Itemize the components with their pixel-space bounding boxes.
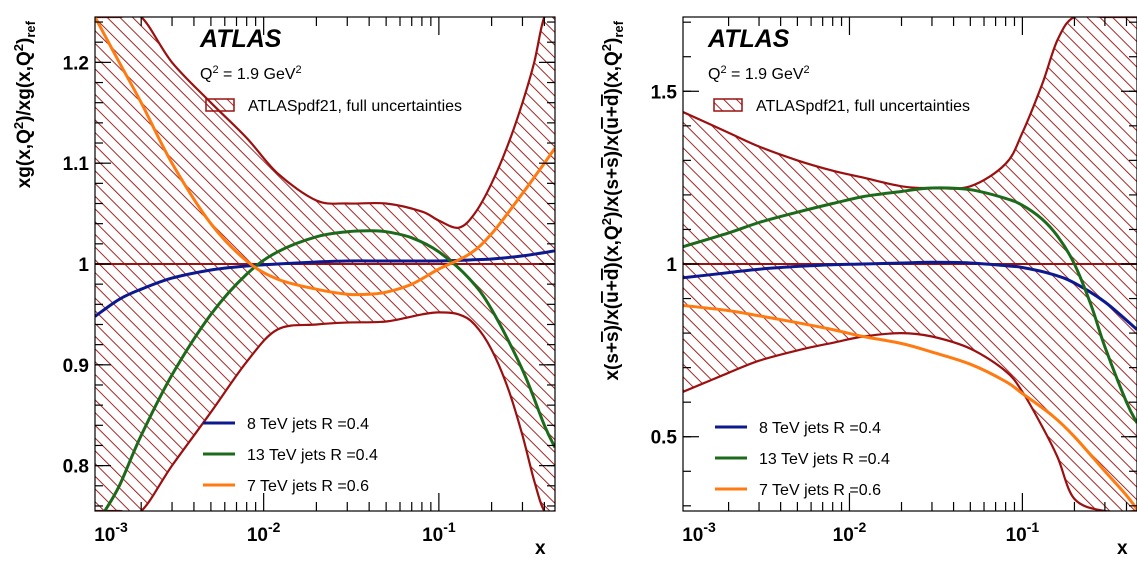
scale-label: Q2 = 1.9 GeV2 xyxy=(200,64,302,83)
series-line-2 xyxy=(683,186,1137,424)
x-tick-label: 10-1 xyxy=(422,519,456,546)
x-tick-label: 10-3 xyxy=(682,519,716,546)
legend: 8 TeV jets R =0.4 13 TeV jets R =0.4 7 TeV… xyxy=(715,420,890,499)
y-tick-label: 1.5 xyxy=(651,82,678,103)
band-legend: ATLASpdf21, full uncertainties xyxy=(205,98,462,115)
x-axis-label: x xyxy=(1117,538,1128,559)
experiment-label: ATLAS xyxy=(707,25,790,53)
legend-entry-2: 13 TeV jets R =0.4 xyxy=(759,451,890,468)
band-legend: ATLASpdf21, full uncertainties xyxy=(713,98,970,115)
band-legend-swatch xyxy=(713,98,743,112)
scale-label: Q2 = 1.9 GeV2 xyxy=(708,64,810,83)
strange-ratio-panel: 0.5 1 1.5 10-3 10-2 10-1 x(s+s)/x(u+d)(x,Q2)/… xyxy=(599,16,1137,559)
uncertainty-band-edge xyxy=(95,17,555,511)
legend-entry-1: 8 TeV jets R =0.4 xyxy=(759,420,881,437)
y-tick-label: 1 xyxy=(78,255,89,276)
x-axis-label: x xyxy=(535,538,546,559)
gluon-ratio-panel: 0.8 0.9 1 1.1 1.2 10-3 10-2 10-1 xg(x,Q2)/xg(x,… xyxy=(11,16,556,559)
series-line-3 xyxy=(95,17,555,297)
y-tick-label: 1 xyxy=(666,255,677,276)
series-line-3 xyxy=(683,304,1137,511)
y-axis-label: xg(x,Q2)/xg(x,Q2)ref xyxy=(11,20,38,188)
legend-entry-3: 7 TeV jets R =0.6 xyxy=(759,482,881,499)
legend-entry-3: 7 TeV jets R =0.6 xyxy=(247,478,369,495)
band-legend-swatch xyxy=(205,98,235,112)
series-line-1 xyxy=(95,249,555,318)
y-axis-label: x(s+s)/x(u+d)(x,Q2)/x(s+s)/x(u+d)(x,Q2)r… xyxy=(599,20,626,380)
series-line-1 xyxy=(683,260,1137,331)
y-tick-label: 0.8 xyxy=(63,457,89,478)
band-legend-label: ATLASpdf21, full uncertainties xyxy=(248,98,462,115)
band-legend-label: ATLASpdf21, full uncertainties xyxy=(756,98,970,115)
y-tick-label: 0.9 xyxy=(63,356,89,377)
y-tick-label: 0.5 xyxy=(651,428,678,449)
legend-entry-2: 13 TeV jets R =0.4 xyxy=(247,447,378,464)
y-tick-label: 1.1 xyxy=(63,154,90,175)
y-tick-label: 1.2 xyxy=(63,53,89,74)
legend: 8 TeV jets R =0.4 13 TeV jets R =0.4 7 TeV… xyxy=(203,416,378,495)
x-tick-label: 10-2 xyxy=(833,519,867,546)
experiment-label: ATLAS xyxy=(199,25,282,53)
legend-entry-1: 8 TeV jets R =0.4 xyxy=(247,416,369,433)
x-tick-label: 10-3 xyxy=(94,519,128,546)
series-line-2 xyxy=(103,229,555,511)
x-tick-label: 10-1 xyxy=(1006,519,1040,546)
x-tick-label: 10-2 xyxy=(247,519,281,546)
